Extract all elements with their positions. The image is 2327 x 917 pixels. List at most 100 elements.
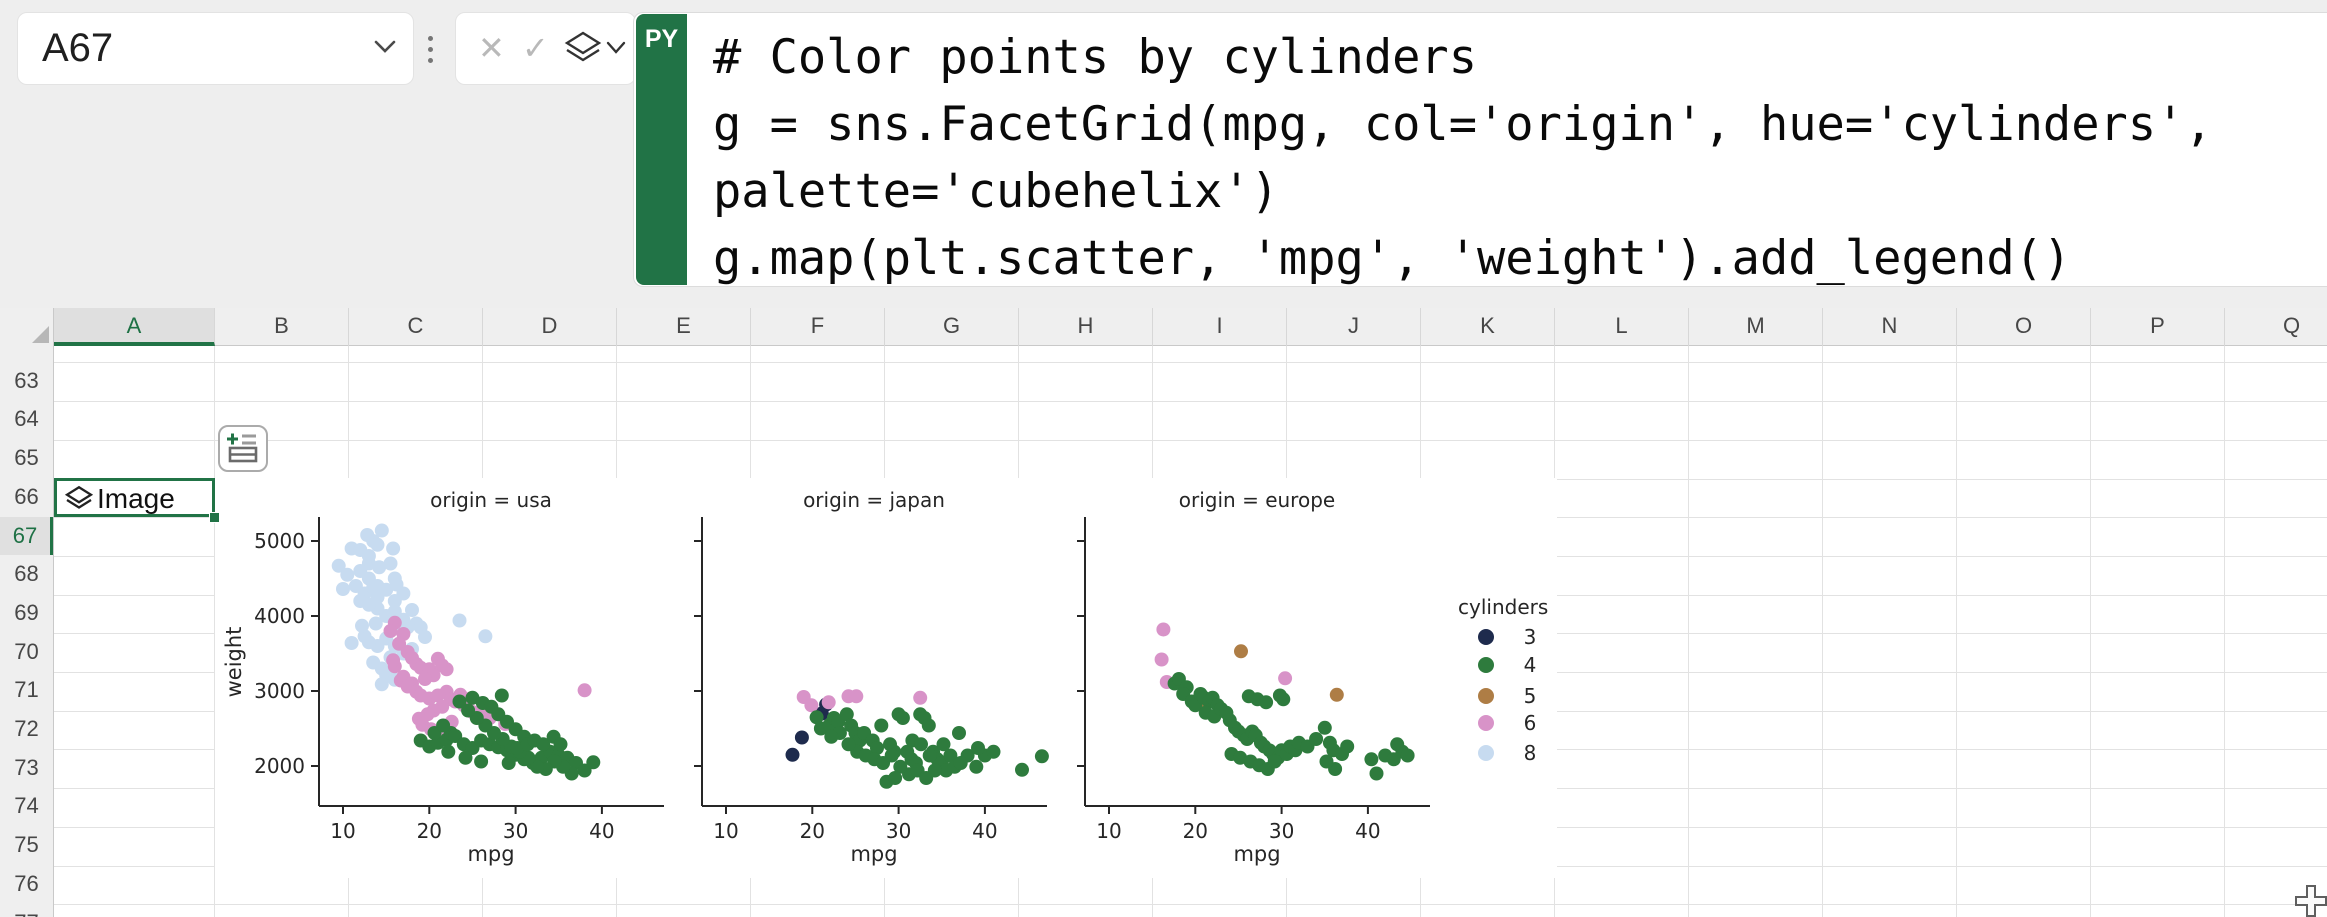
fill-handle[interactable] — [209, 512, 220, 523]
python-code-editor[interactable]: # Color points by cylinders g = sns.Facet… — [713, 24, 2213, 292]
row-header-69[interactable]: 69 — [14, 599, 39, 625]
legend-marker-5 — [1478, 688, 1494, 704]
row-headers[interactable]: 63 64 65 66 67 68 69 70 71 72 73 74 75 76 77 — [0, 346, 54, 917]
insert-data-button[interactable] — [218, 425, 268, 472]
cancel-icon[interactable]: ✕ — [478, 30, 505, 66]
row-header-63[interactable]: 63 — [14, 367, 39, 393]
row-header-65[interactable]: 65 — [14, 445, 39, 471]
legend-label-8: 8 — [1524, 741, 1537, 765]
python-cell-badge: PY — [636, 14, 687, 285]
data-point-cyl6 — [1278, 671, 1293, 686]
code-line-3: palette='cubehelix') — [713, 164, 1279, 219]
data-point-cyl4 — [1317, 720, 1332, 735]
row-header-76[interactable]: 76 — [14, 870, 39, 896]
data-point-cyl4 — [971, 741, 985, 755]
data-point-cyl4 — [553, 737, 568, 752]
data-point-cyl8 — [386, 541, 401, 556]
row-gridline — [54, 904, 2327, 906]
column-header-D[interactable]: D — [483, 308, 617, 346]
row-header-77[interactable]: 77 — [0, 904, 53, 917]
column-header-C[interactable]: C — [349, 308, 483, 346]
row-header-71[interactable]: 71 — [14, 677, 39, 703]
column-header-L[interactable]: L — [1555, 308, 1689, 346]
stacked-diamonds-icon[interactable] — [562, 30, 604, 70]
column-header-J[interactable]: J — [1287, 308, 1421, 346]
data-point-cyl6 — [849, 689, 864, 704]
row-header-66[interactable]: 66 — [14, 483, 39, 509]
row-gridline — [54, 362, 2327, 364]
column-header-H[interactable]: H — [1019, 308, 1153, 346]
column-header-P[interactable]: P — [2091, 308, 2225, 346]
data-point-cyl4 — [921, 718, 936, 733]
column-header-M[interactable]: M — [1689, 308, 1823, 346]
chevron-down-icon[interactable] — [606, 41, 626, 55]
column-gridline — [1956, 346, 1957, 917]
data-point-cyl4 — [461, 703, 476, 718]
row-header-72[interactable]: 72 — [14, 716, 39, 741]
data-point-cyl4 — [536, 737, 551, 752]
data-point-cyl6 — [1156, 622, 1171, 637]
selected-cell-A67[interactable]: Image — [54, 478, 215, 517]
data-point-cyl4 — [922, 748, 937, 763]
data-point-cyl8 — [478, 629, 493, 644]
data-point-cyl8 — [452, 613, 467, 628]
column-header-Q[interactable]: Q — [2225, 308, 2327, 346]
data-point-cyl4 — [436, 718, 451, 733]
column-header-F[interactable]: F — [751, 308, 885, 346]
data-point-cyl4 — [586, 755, 601, 770]
data-point-cyl3 — [785, 747, 800, 762]
data-point-cyl4 — [1369, 766, 1384, 781]
data-point-cyl8 — [370, 537, 385, 552]
insert-data-icon — [227, 433, 258, 463]
formula-bar[interactable]: PY # Color points by cylinders g = sns.Fa… — [633, 12, 2327, 287]
row-header-74[interactable]: 74 — [14, 793, 39, 819]
data-point-cyl4 — [1267, 754, 1282, 769]
row-header-67[interactable]: 67 — [0, 516, 53, 556]
data-point-cyl8 — [383, 556, 398, 571]
row-header-73[interactable]: 73 — [14, 754, 39, 780]
row-header-68[interactable]: 68 — [14, 561, 39, 587]
row-header-75[interactable]: 75 — [14, 832, 39, 858]
formula-options-dots-icon[interactable] — [428, 36, 436, 66]
column-header-N[interactable]: N — [1823, 308, 1957, 346]
data-point-cyl4 — [927, 763, 942, 778]
column-header-G[interactable]: G — [885, 308, 1019, 346]
column-header-B[interactable]: B — [215, 308, 349, 346]
row-header-64[interactable]: 64 — [14, 406, 39, 432]
x-tick-label: 40 — [972, 819, 997, 843]
legend-label-5: 5 — [1524, 684, 1537, 708]
data-point-cyl4 — [895, 711, 910, 725]
y-tick-label: 3000 — [254, 679, 305, 703]
data-point-cyl4 — [884, 748, 899, 763]
chevron-down-icon[interactable] — [373, 39, 397, 55]
data-point-cyl4 — [874, 718, 889, 733]
x-tick-label: 30 — [1269, 819, 1294, 843]
embedded-chart-image[interactable]: 2000 3000 4000 5000 10 20 30 40 origin = usa mpg 1… — [215, 478, 1557, 878]
legend-marker-6 — [1478, 715, 1494, 731]
column-header-A[interactable]: A — [54, 308, 215, 346]
data-point-cyl4 — [986, 744, 1001, 759]
x-axis-label: mpg — [467, 842, 514, 866]
column-header-K[interactable]: K — [1421, 308, 1555, 346]
data-point-cyl4 — [870, 741, 884, 755]
column-header-O[interactable]: O — [1957, 308, 2091, 346]
legend-label-3: 3 — [1524, 625, 1537, 649]
data-point-cyl4 — [458, 750, 473, 765]
x-tick-label: 30 — [886, 819, 911, 843]
column-gridline — [1822, 346, 1823, 917]
x-axis-label: mpg — [1233, 842, 1280, 866]
select-all-corner[interactable] — [0, 308, 54, 346]
confirm-icon[interactable]: ✓ — [522, 30, 549, 66]
data-point-cyl4 — [914, 737, 928, 752]
column-header-I[interactable]: I — [1153, 308, 1287, 346]
data-point-cyl4 — [839, 707, 854, 722]
legend-marker-3 — [1478, 629, 1494, 645]
data-point-cyl4 — [1340, 739, 1355, 754]
x-tick-label: 30 — [503, 819, 528, 843]
facet-title: origin = europe — [1179, 488, 1335, 512]
row-header-70[interactable]: 70 — [14, 638, 39, 664]
column-header-E[interactable]: E — [617, 308, 751, 346]
name-box[interactable]: A67 — [17, 12, 414, 85]
